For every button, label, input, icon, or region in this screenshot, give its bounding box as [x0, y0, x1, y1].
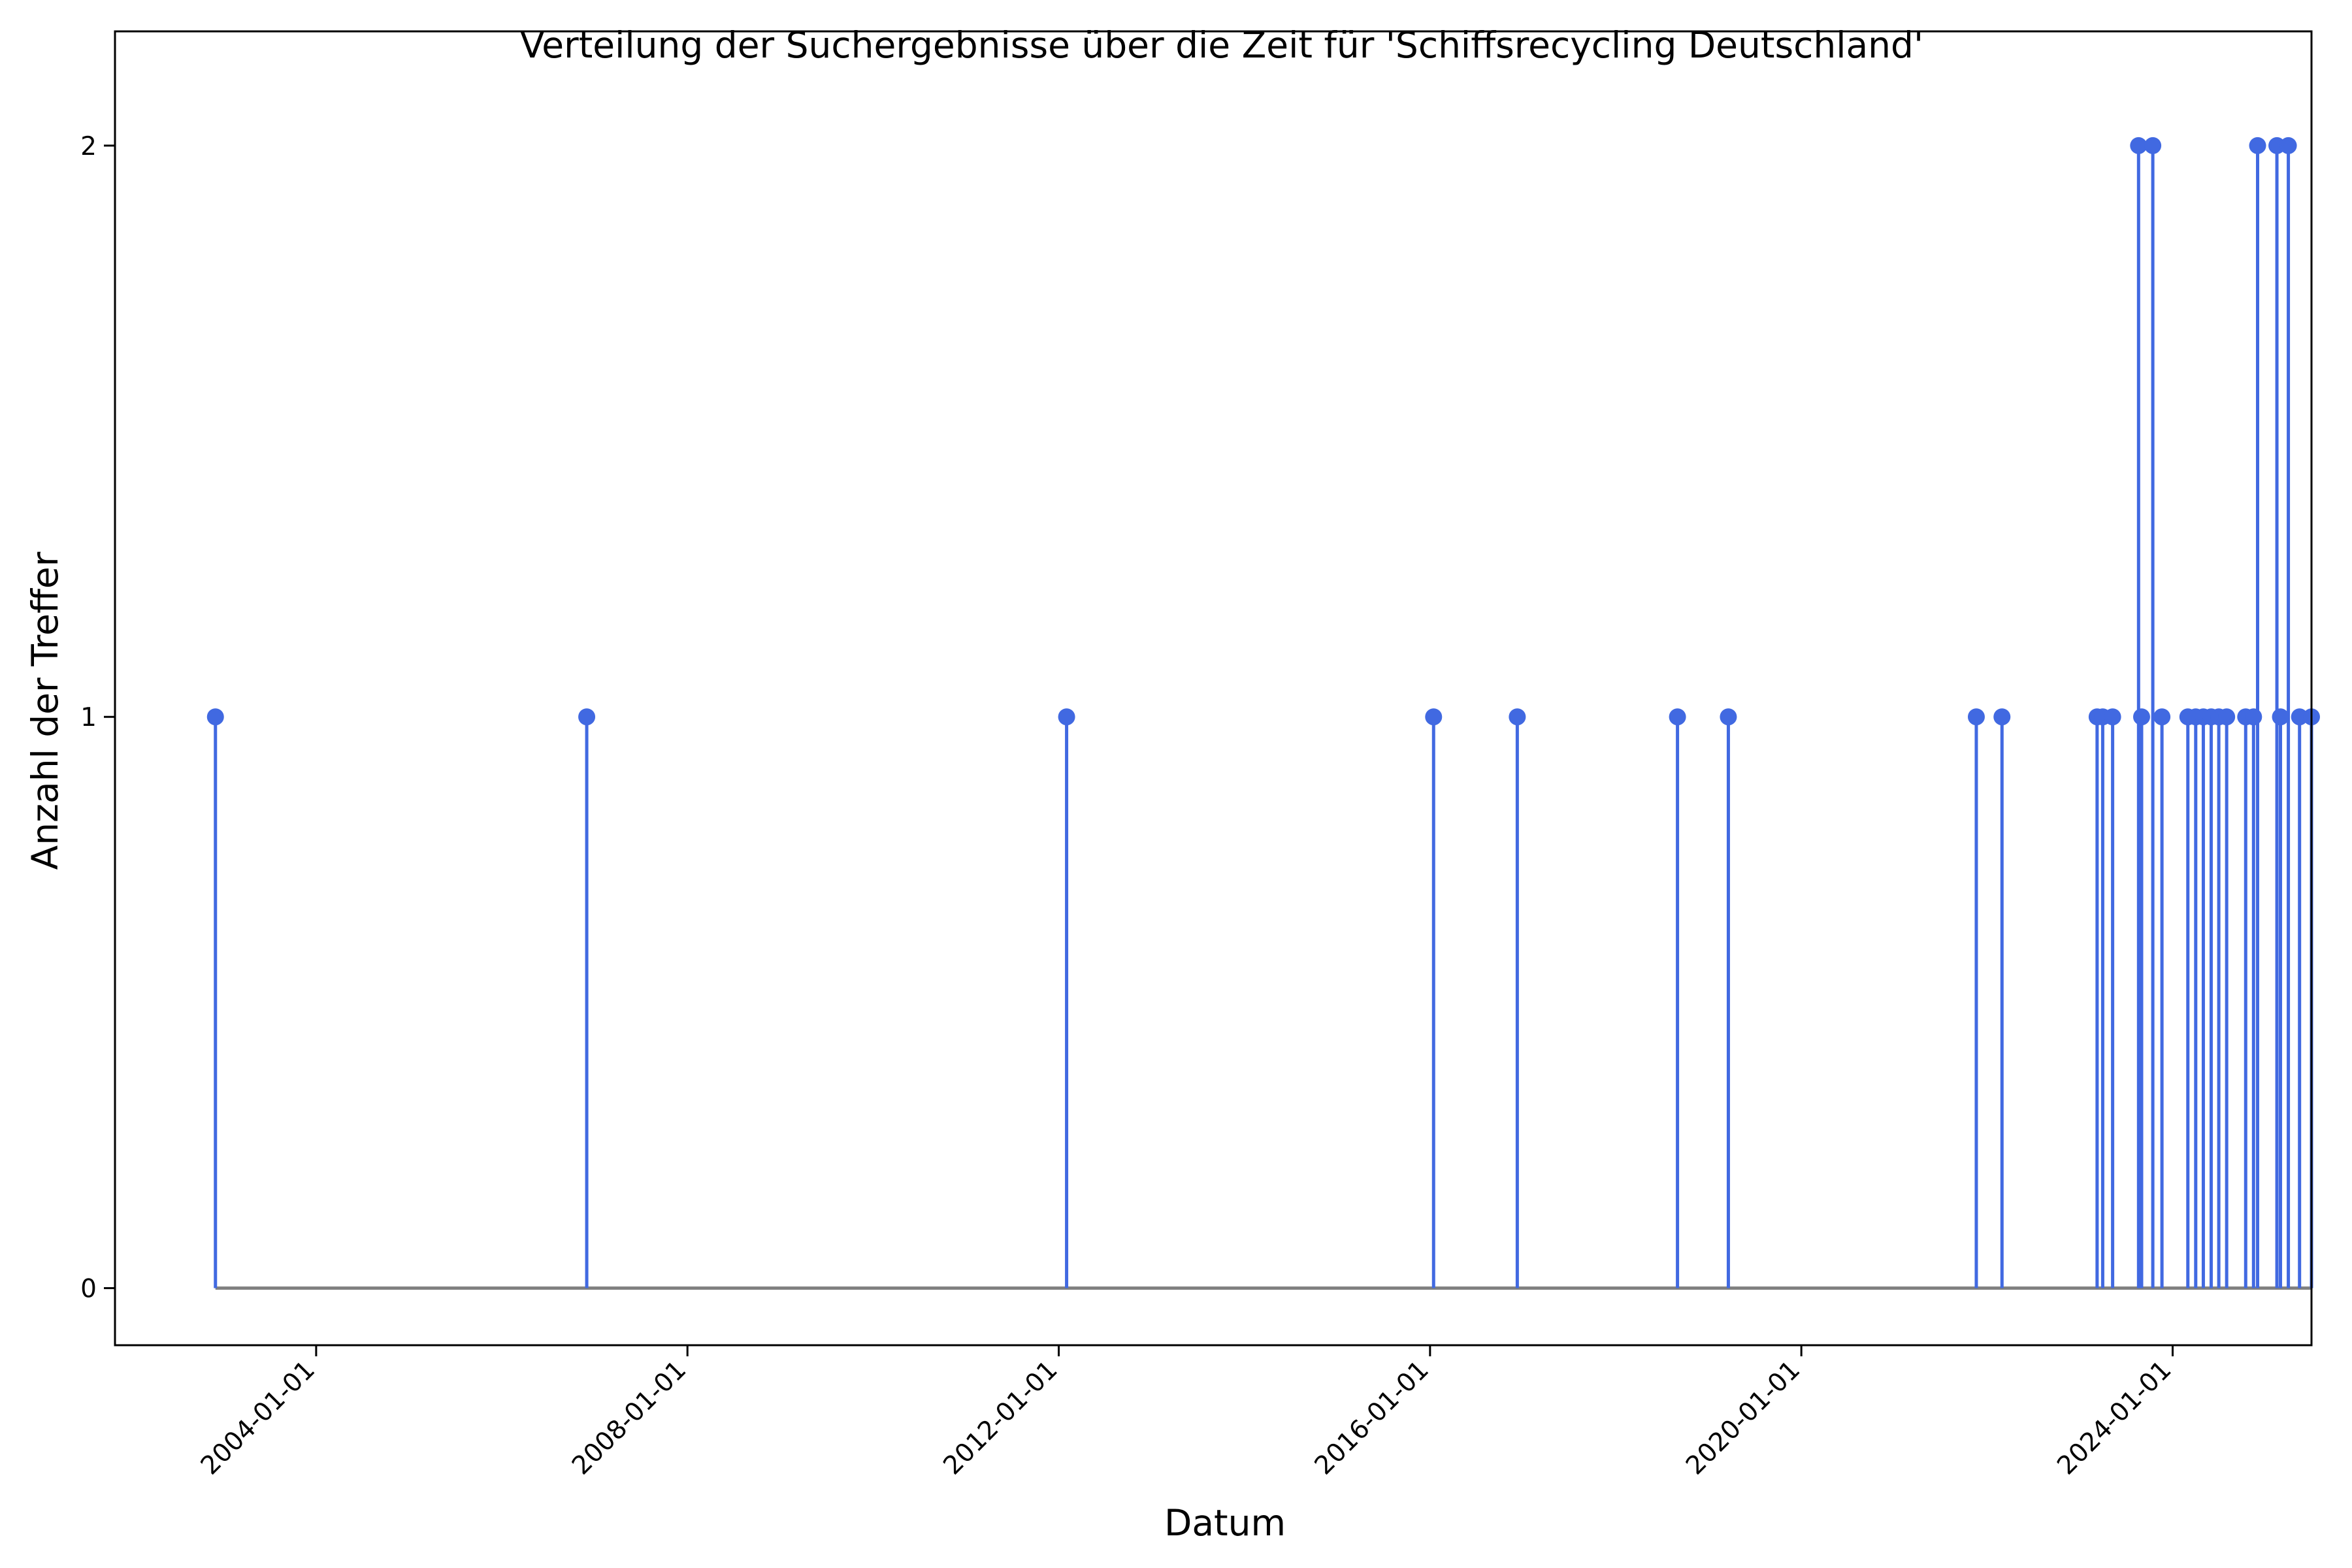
stem-marker — [1993, 708, 2011, 726]
y-tick-label: 1 — [80, 703, 97, 732]
y-axis-label: Anzahl der Treffer — [24, 551, 66, 870]
stem-marker — [1509, 708, 1526, 726]
x-axis-label: Datum — [1164, 1502, 1286, 1544]
stem-marker — [1967, 708, 1985, 726]
stem-marker — [2144, 137, 2162, 154]
stem-marker — [2153, 708, 2171, 726]
stem-marker — [2104, 708, 2121, 726]
stem-marker — [206, 708, 224, 726]
stem-marker — [1058, 708, 1075, 726]
stem-marker — [2291, 708, 2308, 726]
stem-marker — [2279, 137, 2297, 154]
stem-marker — [2249, 137, 2266, 154]
stem-marker — [2245, 708, 2262, 726]
plot-frame — [114, 30, 2313, 1347]
stem-marker — [578, 708, 596, 726]
stem-marker — [1720, 708, 1737, 726]
y-tick-label: 0 — [80, 1275, 97, 1304]
stem-marker — [2218, 708, 2236, 726]
stem-marker — [2132, 708, 2150, 726]
stem-marker — [2130, 137, 2148, 154]
stem-marker — [1669, 708, 1686, 726]
plot-content — [206, 137, 2320, 1290]
y-tick-label: 2 — [80, 132, 97, 161]
stem-marker — [2272, 708, 2289, 726]
y-axis-ticks: 0 1 2 — [80, 132, 115, 1304]
stem-marker — [1425, 708, 1443, 726]
